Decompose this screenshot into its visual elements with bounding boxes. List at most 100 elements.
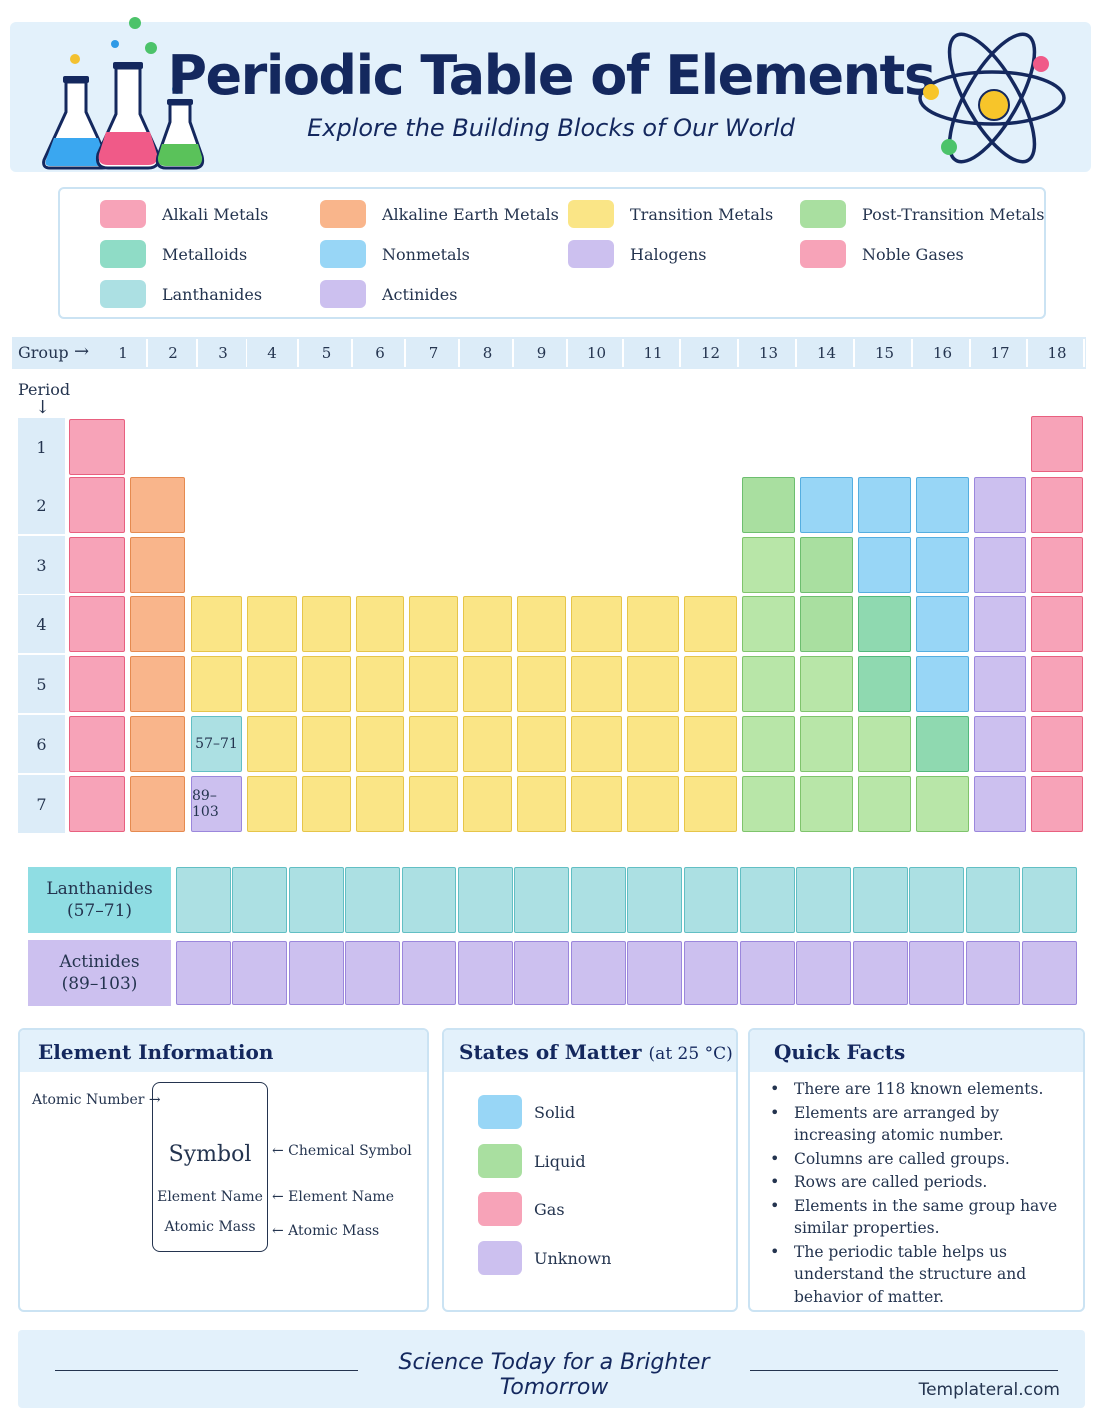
element-cell (974, 537, 1026, 593)
atom-icon (918, 32, 1066, 164)
element-cell (684, 776, 737, 832)
fact-item: Elements are arranged by increasing atom… (768, 1102, 1068, 1147)
element-cell (356, 656, 404, 712)
state-item: Solid (478, 1095, 575, 1129)
element-cell (247, 596, 297, 652)
lanthanide-cell (740, 867, 795, 933)
element-cell (356, 596, 404, 652)
element-info-title: Element Information (38, 1040, 274, 1064)
state-label: Unknown (534, 1248, 612, 1268)
element-cell (517, 776, 566, 832)
group-number: 14 (800, 339, 855, 367)
element-cell (1031, 477, 1083, 533)
fact-item: There are 118 known elements. (768, 1078, 1068, 1101)
footer-slogan: Science Today for a Brighter Tomorrow (398, 1350, 710, 1400)
element-cell (302, 716, 351, 772)
element-cell (800, 776, 853, 832)
card-atomic-mass: Atomic Mass (164, 1219, 256, 1235)
actinide-cell (288, 941, 344, 1005)
period-number: 1 (18, 418, 65, 476)
lanthanide-cell (514, 867, 570, 933)
actinide-cell (796, 941, 852, 1005)
element-cell (858, 656, 911, 712)
element-cell (1031, 776, 1083, 832)
quick-facts-header (750, 1030, 1083, 1072)
actinide-cell (683, 941, 739, 1005)
state-item: Gas (478, 1192, 565, 1226)
element-cell (571, 656, 622, 712)
actinide-cell (176, 941, 231, 1005)
element-cell (191, 656, 242, 712)
group-number: 3 (200, 339, 248, 367)
element-cell (517, 656, 566, 712)
legend-label: Post-Transition Metals (862, 204, 1045, 224)
element-cell (69, 656, 125, 712)
actinide-cell (965, 941, 1021, 1005)
state-swatch (478, 1144, 522, 1178)
element-cell (69, 776, 125, 832)
legend-label: Nonmetals (382, 244, 470, 264)
element-cell (1031, 537, 1083, 593)
element-cell (571, 596, 622, 652)
element-cell (247, 656, 297, 712)
element-cell (858, 776, 911, 832)
element-cell (916, 716, 969, 772)
element-cell (302, 776, 351, 832)
lanthanide-cell (852, 867, 908, 933)
legend-item: Alkali Metals (100, 200, 268, 228)
footer-divider-right (750, 1370, 1058, 1371)
element-cell (684, 596, 737, 652)
element-cell (1031, 416, 1083, 472)
legend-item: Halogens (568, 240, 706, 268)
state-item: Unknown (478, 1241, 611, 1275)
period-number: 2 (18, 476, 65, 534)
element-cell (858, 596, 911, 652)
element-cell (974, 656, 1026, 712)
legend-label: Actinides (382, 284, 458, 304)
fact-item: Elements in the same group have similar … (768, 1195, 1068, 1240)
element-cell (742, 716, 795, 772)
element-cell (800, 656, 853, 712)
element-cell (409, 776, 458, 832)
element-cell (130, 537, 185, 593)
element-cell (858, 477, 911, 533)
quick-facts-title: Quick Facts (774, 1040, 906, 1064)
actinide-cell (570, 941, 626, 1005)
legend-swatch (568, 200, 614, 228)
legend-swatch (568, 240, 614, 268)
element-cell (916, 776, 969, 832)
legend-label: Transition Metals (630, 204, 774, 224)
actinide-cell (1022, 941, 1077, 1005)
legend-swatch (800, 240, 846, 268)
element-cell (916, 656, 969, 712)
fact-item: Rows are called periods. (768, 1171, 1068, 1194)
element-cell (916, 596, 969, 652)
element-cell (356, 776, 404, 832)
element-cell (974, 716, 1026, 772)
period-number: 5 (18, 655, 65, 713)
legend-swatch (800, 200, 846, 228)
element-cell (302, 596, 351, 652)
group-number: 10 (571, 339, 624, 367)
period-number: 3 (18, 536, 65, 594)
legend-label: Lanthanides (162, 284, 263, 304)
group-number: 2 (150, 339, 198, 367)
element-cell (916, 537, 969, 593)
actinide-cell (852, 941, 908, 1005)
period-number: 6 (18, 715, 65, 773)
lanthanide-cell (288, 867, 344, 933)
element-cell (742, 537, 795, 593)
group-number: 1 (100, 339, 148, 367)
group-number: 9 (517, 339, 568, 367)
element-cell (974, 776, 1026, 832)
element-cell (463, 656, 512, 712)
state-swatch (478, 1192, 522, 1226)
element-cell (1031, 716, 1083, 772)
legend-label: Alkaline Earth Metals (382, 204, 559, 224)
legend-swatch (100, 200, 146, 228)
lanthanide-cell (909, 867, 965, 933)
states-header (444, 1030, 736, 1072)
actinide-cell (401, 941, 457, 1005)
legend-swatch (320, 280, 366, 308)
legend-label: Noble Gases (862, 244, 964, 264)
